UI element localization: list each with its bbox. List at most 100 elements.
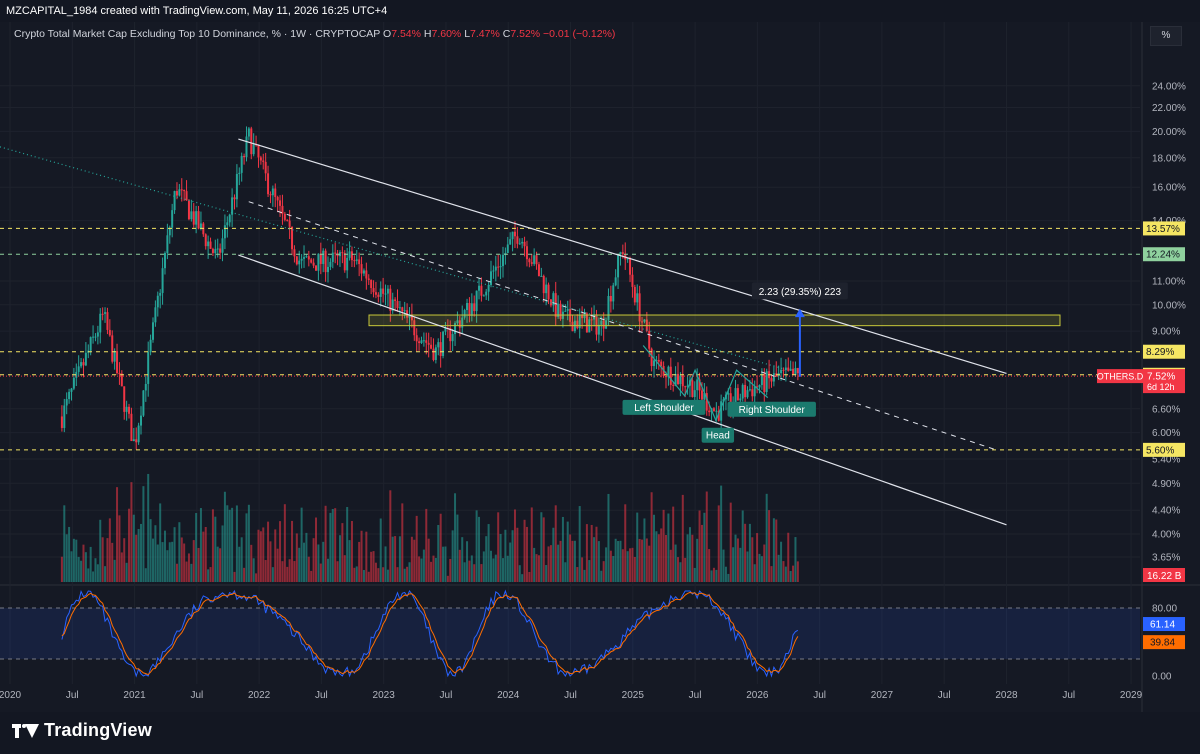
candle-body: [418, 341, 421, 344]
candle-body: [641, 321, 644, 323]
candle-body: [250, 128, 253, 155]
channel-mid-line: [248, 201, 997, 451]
volume-bar: [772, 518, 775, 582]
candle-body: [535, 255, 538, 265]
volume-bars: [60, 473, 799, 582]
candle-body: [334, 252, 337, 254]
candle-body: [509, 239, 512, 245]
candle-body: [243, 155, 246, 158]
candle-body: [787, 367, 790, 371]
top-bar: MZCAPITAL_1984 created with TradingView.…: [0, 0, 1200, 22]
volume-bar: [653, 514, 656, 582]
symbol-title[interactable]: Crypto Total Market Cap Excluding Top 10…: [14, 28, 381, 40]
volume-bar: [389, 490, 392, 582]
volume-bar: [204, 527, 207, 582]
volume-bar: [564, 562, 567, 582]
volume-bar: [748, 523, 751, 582]
candle-body: [94, 336, 97, 338]
candle-body: [676, 373, 679, 385]
volume-bar: [348, 540, 351, 582]
candle-body: [458, 320, 461, 328]
footer: [0, 712, 1200, 754]
symbol-legend[interactable]: Crypto Total Market Cap Excluding Top 10…: [14, 28, 615, 40]
volume-bar: [235, 505, 238, 582]
volume-bar: [684, 557, 687, 582]
candle-body: [300, 258, 303, 261]
volume-bar: [729, 502, 732, 582]
price-axis-tick-label: 9.00%: [1152, 327, 1180, 338]
volume-bar: [784, 566, 787, 582]
volume-bar: [612, 556, 615, 582]
volume-bar: [420, 558, 423, 582]
candle-body: [286, 219, 289, 221]
volume-bar: [593, 537, 596, 582]
candle-body: [521, 241, 524, 244]
candle-body: [744, 384, 747, 398]
volume-bar: [490, 550, 493, 582]
candle-body: [178, 189, 181, 196]
volume-bar: [75, 539, 78, 582]
candle-body: [398, 307, 401, 309]
candle-body: [257, 144, 260, 158]
candle-body: [617, 254, 620, 278]
candle-body: [760, 373, 763, 385]
volume-bar: [439, 513, 442, 582]
candle-body: [792, 368, 795, 375]
volume-bar: [525, 526, 528, 582]
volume-bar: [672, 506, 675, 582]
candle-body: [708, 410, 711, 413]
volume-bar: [504, 529, 507, 582]
volume-bar: [535, 554, 538, 582]
time-axis-tick-label: 2020: [0, 690, 22, 701]
volume-bar: [384, 546, 387, 582]
candle-body: [137, 425, 140, 443]
candle-body: [626, 258, 629, 260]
candle-body: [456, 320, 459, 324]
candle-body: [614, 277, 617, 286]
volume-bar: [271, 567, 274, 582]
support-zone: [368, 314, 1061, 327]
candle-body: [108, 329, 111, 336]
price-axis-tick-label: 3.65%: [1152, 552, 1180, 563]
candle-body: [166, 235, 169, 254]
volume-bar: [629, 548, 632, 582]
volume-bar: [173, 527, 176, 582]
candle-body: [240, 155, 243, 173]
candle-body: [564, 310, 567, 312]
candle-body: [597, 324, 600, 335]
price-axis-tick-label: 6.00%: [1152, 428, 1180, 439]
candle-body: [140, 415, 143, 426]
volume-bar: [578, 506, 581, 582]
volume-bar: [796, 561, 799, 582]
time-axis-tick-label: Jul: [813, 690, 826, 701]
volume-bar: [125, 562, 128, 582]
head-label: Head: [706, 431, 730, 442]
volume-bar: [751, 537, 754, 582]
tradingview-logo[interactable]: TradingView: [12, 720, 152, 741]
candle-body: [175, 191, 178, 196]
volume-bar: [106, 538, 109, 582]
percent-scale-button[interactable]: %: [1150, 26, 1182, 46]
volume-bar: [214, 516, 217, 582]
candle-body: [267, 173, 270, 195]
candle-body: [310, 259, 313, 263]
candle-body: [672, 384, 675, 386]
volume-bar: [712, 567, 715, 582]
candle-body: [80, 362, 83, 367]
volume-bar: [259, 531, 262, 582]
channel-upper-line: [238, 138, 1007, 375]
level-price-tag-label: 12.24%: [1146, 250, 1180, 261]
volume-bar: [521, 574, 524, 582]
candle-body: [125, 406, 128, 412]
volume-bar: [645, 538, 648, 582]
volume-bar: [501, 558, 504, 582]
candle-body: [691, 380, 694, 397]
volume-bar: [437, 524, 440, 582]
volume-bar: [94, 558, 97, 582]
volume-bar: [161, 542, 164, 582]
volume-bar: [108, 518, 111, 582]
candle-body: [72, 377, 75, 389]
volume-bar: [250, 544, 253, 582]
chart-panel[interactable]: [0, 22, 1200, 712]
